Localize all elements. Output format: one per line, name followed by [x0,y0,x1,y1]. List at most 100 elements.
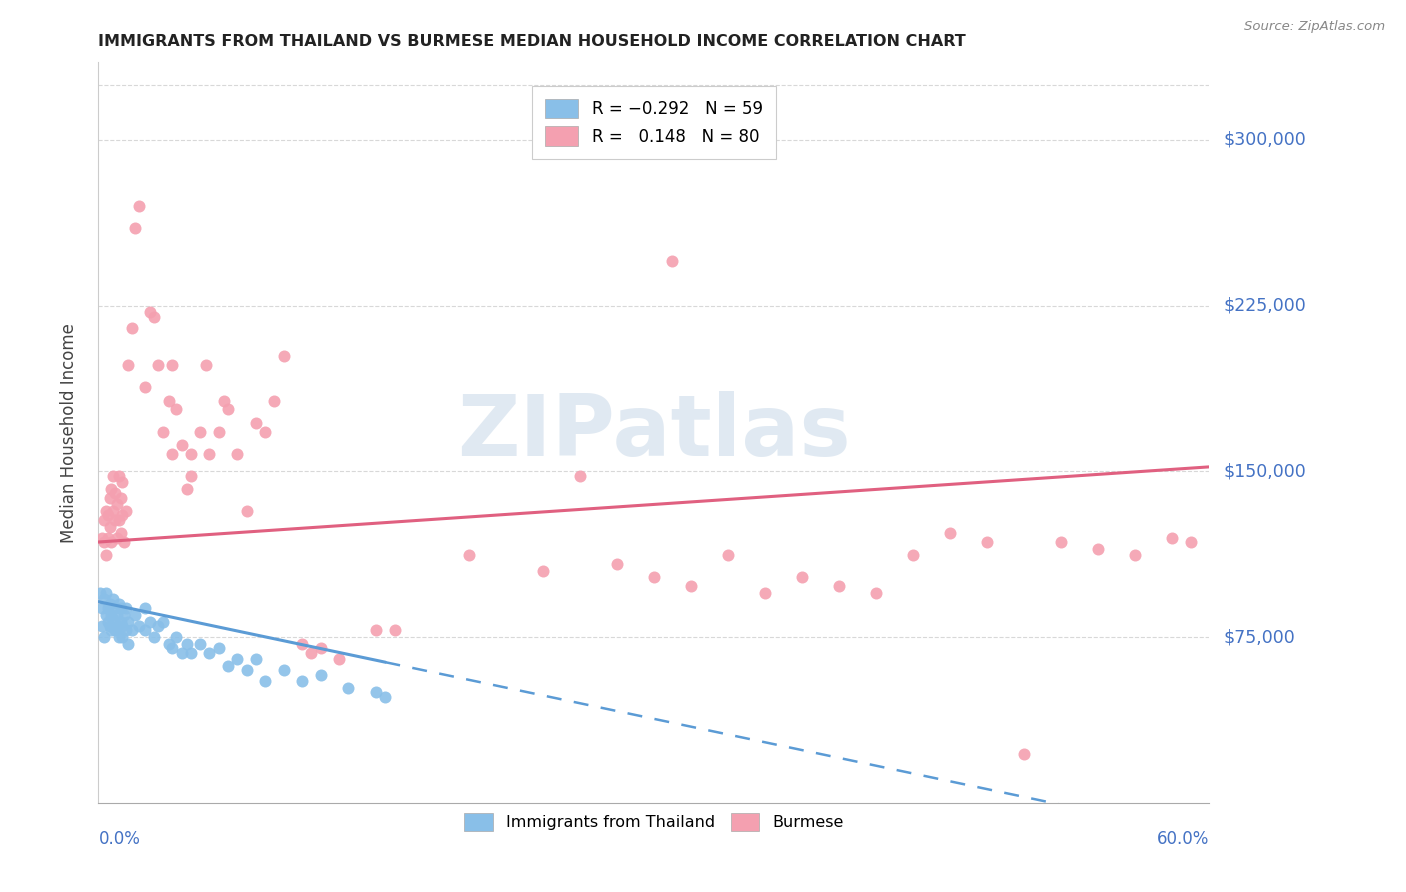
Point [152,425,174,439]
Point [245,652,267,666]
Text: $150,000: $150,000 [1223,462,1306,480]
Text: IMMIGRANTS FROM THAILAND VS BURMESE MEDIAN HOUSEHOLD INCOME CORRELATION CHART: IMMIGRANTS FROM THAILAND VS BURMESE MEDI… [98,34,966,49]
Point [143,630,166,644]
Point [245,416,267,430]
Point [103,468,125,483]
Point [110,491,132,505]
Point [110,601,132,615]
Point [253,674,276,689]
Point [97,601,120,615]
Point [188,425,211,439]
Point [263,393,285,408]
Point [111,508,134,523]
Point [104,624,127,638]
Legend: Immigrants from Thailand, Burmese: Immigrants from Thailand, Burmese [456,805,852,839]
Point [115,504,138,518]
Point [374,690,396,704]
Point [214,393,236,408]
Point [366,624,388,638]
Point [157,637,180,651]
Point [98,519,121,533]
Point [107,468,129,483]
Point [146,619,169,633]
Point [226,447,249,461]
Point [157,393,180,408]
Point [1123,549,1146,563]
Point [976,535,998,549]
Point [273,350,295,364]
Point [146,358,169,372]
Point [1161,531,1184,545]
Point [117,637,139,651]
Point [568,468,591,483]
Point [97,508,120,523]
Point [121,320,143,334]
Point [152,615,174,629]
Point [104,486,127,500]
Point [97,531,120,545]
Point [117,615,139,629]
Point [162,358,184,372]
Point [828,579,851,593]
Point [291,674,314,689]
Point [790,570,813,584]
Point [98,619,121,633]
Point [165,630,187,644]
Point [143,310,166,324]
Point [291,637,314,651]
Point [865,586,887,600]
Point [110,526,132,541]
Point [124,221,146,235]
Point [110,615,132,629]
Text: ZIPatlas: ZIPatlas [457,391,851,475]
Point [176,482,198,496]
Point [91,619,114,633]
Point [180,447,202,461]
Point [117,358,139,372]
Point [162,641,184,656]
Point [104,513,127,527]
Point [165,402,187,417]
Point [105,498,128,512]
Point [128,199,150,213]
Point [112,607,135,622]
Point [105,531,128,545]
Point [939,526,962,541]
Point [139,615,162,629]
Point [188,637,211,651]
Point [235,663,257,677]
Point [139,305,162,319]
Point [93,630,115,644]
Point [309,667,332,681]
Point [91,531,114,545]
Point [180,468,202,483]
Point [134,380,156,394]
Point [93,513,115,527]
Point [366,685,388,699]
Point [1012,747,1035,761]
Text: 0.0%: 0.0% [98,830,141,848]
Point [198,646,221,660]
Text: $225,000: $225,000 [1223,296,1306,315]
Point [1180,535,1202,549]
Point [115,624,138,638]
Point [107,597,129,611]
Point [180,646,202,660]
Point [661,254,683,268]
Point [100,607,122,622]
Point [457,549,479,563]
Point [94,607,117,622]
Point [103,592,125,607]
Point [105,607,128,622]
Point [1050,535,1073,549]
Point [273,663,295,677]
Point [606,557,628,571]
Point [93,592,115,607]
Point [309,641,332,656]
Point [94,586,117,600]
Point [121,624,143,638]
Point [111,630,134,644]
Point [103,612,125,626]
Point [107,630,129,644]
Point [384,624,406,638]
